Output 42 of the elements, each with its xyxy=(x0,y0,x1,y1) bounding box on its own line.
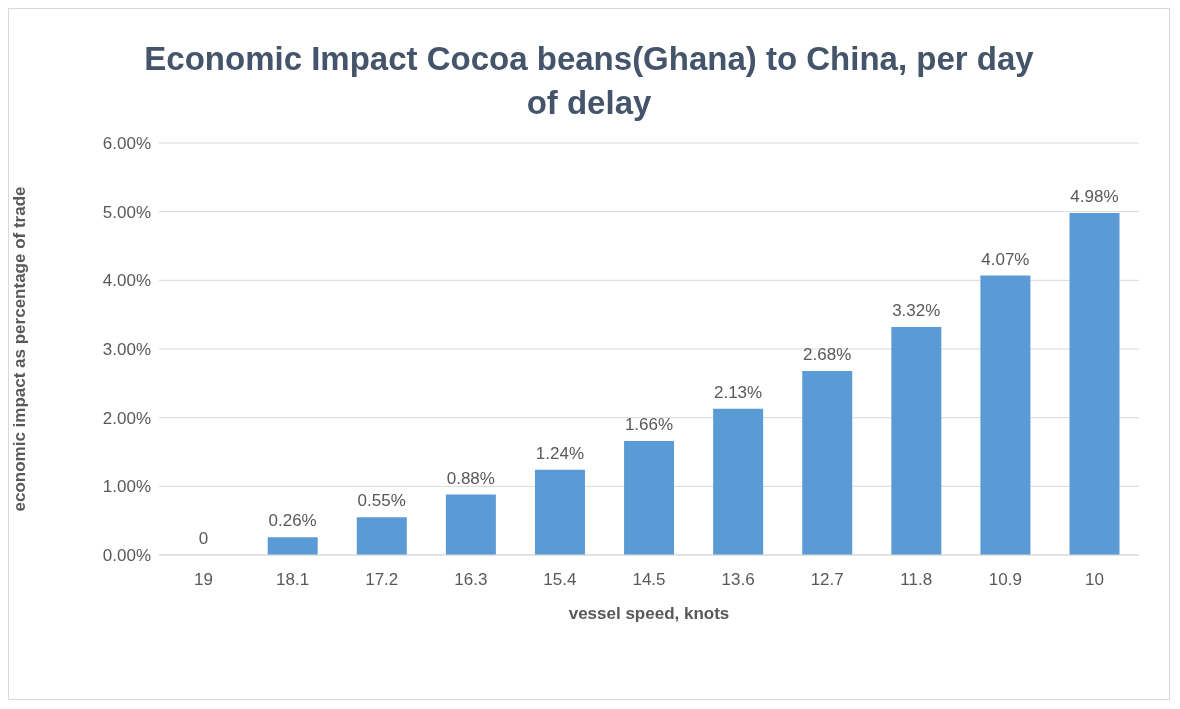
x-tick-label: 12.7 xyxy=(810,570,844,590)
chart-title: Economic Impact Cocoa beans(Ghana) to China, per day of delay xyxy=(143,39,1035,123)
bar xyxy=(534,469,585,555)
y-tick-label: 1.00% xyxy=(102,477,151,497)
data-label: 2.68% xyxy=(802,344,853,365)
x-tick-label: 15.4 xyxy=(543,570,577,590)
data-label: 0 xyxy=(197,529,210,549)
bar xyxy=(891,327,942,555)
y-tick-label: 3.00% xyxy=(102,340,151,360)
data-label: 4.07% xyxy=(980,249,1031,270)
bar xyxy=(802,370,853,555)
bar xyxy=(980,275,1031,555)
y-tick-label: 2.00% xyxy=(102,408,151,428)
x-tick-label: 19 xyxy=(194,570,214,590)
data-label: 1.66% xyxy=(623,415,675,435)
y-tick-label: 6.00% xyxy=(102,134,151,154)
x-tick-label: 13.6 xyxy=(721,570,755,590)
x-axis-title: vessel speed, knots xyxy=(568,604,730,623)
x-tick-label: 16.3 xyxy=(454,570,488,590)
bar xyxy=(624,441,675,555)
bar xyxy=(356,517,407,555)
x-tick-label: 18.1 xyxy=(276,570,310,590)
y-tick-label: 4.00% xyxy=(102,271,151,291)
y-tick-label: 0.00% xyxy=(102,546,151,566)
data-label: 0.55% xyxy=(356,491,407,512)
bar xyxy=(267,537,318,555)
data-label: 4.98% xyxy=(1069,187,1120,208)
bar xyxy=(445,494,496,555)
data-label: 0.88% xyxy=(445,468,496,489)
x-tick-label: 14.5 xyxy=(632,570,666,590)
y-axis-title: economic impact as percentage of trade xyxy=(10,186,30,512)
x-tick-label: 11.8 xyxy=(900,570,933,590)
x-tick-label: 10.9 xyxy=(988,570,1022,590)
data-label: 3.32% xyxy=(891,301,942,322)
data-label: 2.13% xyxy=(712,382,764,403)
data-label: 1.24% xyxy=(534,443,585,464)
x-tick-label: 10 xyxy=(1084,570,1104,590)
bar xyxy=(1069,213,1120,555)
x-tick-label: 17.2 xyxy=(365,570,399,590)
y-tick-label: 5.00% xyxy=(102,202,151,222)
data-label: 0.26% xyxy=(267,511,318,532)
bar xyxy=(713,408,764,555)
